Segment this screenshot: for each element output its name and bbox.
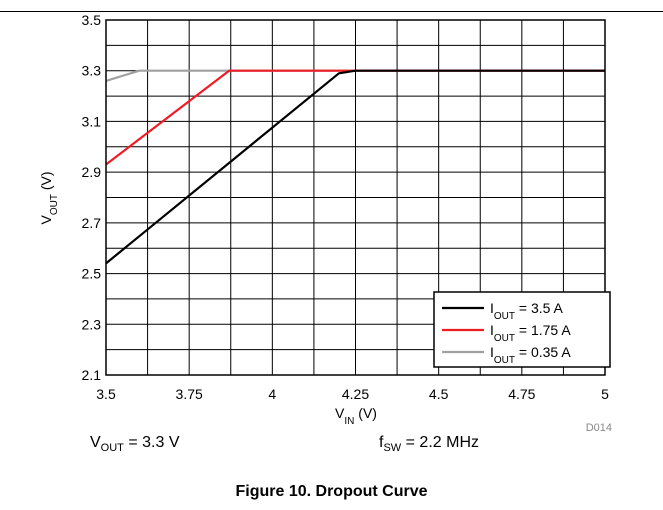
x-tick-label: 3.5: [96, 386, 116, 402]
x-tick-labels: 3.5 3.75 4 4.25 4.5 4.75 5: [96, 386, 609, 402]
chart-id: D014: [586, 422, 612, 434]
y-tick-label: 3.5: [82, 12, 102, 28]
y-tick-label: 2.1: [82, 367, 102, 383]
y-tick-label: 2.5: [82, 266, 102, 282]
figure-caption: Figure 10. Dropout Curve: [0, 483, 663, 501]
y-axis-label: VOUT (V): [38, 171, 60, 224]
x-tick-label: 4.25: [342, 386, 369, 402]
x-axis-label: VIN (V): [335, 405, 377, 427]
y-tick-label: 3.1: [82, 113, 102, 129]
y-tick-label: 2.3: [82, 316, 102, 332]
fsw-condition: fSW = 2.2 MHz: [379, 434, 479, 452]
x-tick-label: 3.75: [176, 386, 203, 402]
x-tick-label: 4.75: [508, 386, 535, 402]
vout-condition: VOUT = 3.3 V: [90, 434, 180, 452]
y-tick-label: 3.3: [82, 63, 102, 79]
y-tick-labels: 2.1 2.3 2.5 2.7 2.9 3.1 3.3 3.5: [82, 12, 102, 383]
x-tick-label: 4.5: [429, 386, 449, 402]
y-tick-label: 2.7: [82, 215, 102, 231]
x-tick-label: 5: [601, 386, 609, 402]
operating-conditions: VOUT = 3.3 V fSW = 2.2 MHz: [90, 434, 590, 456]
y-tick-label: 2.9: [82, 164, 102, 180]
dropout-chart: 3.5 3.75 4 4.25 4.5 4.75 5 2.1 2.3 2.5 2.7 2.9 3.1 3…: [0, 0, 663, 470]
x-tick-label: 4: [268, 386, 276, 402]
